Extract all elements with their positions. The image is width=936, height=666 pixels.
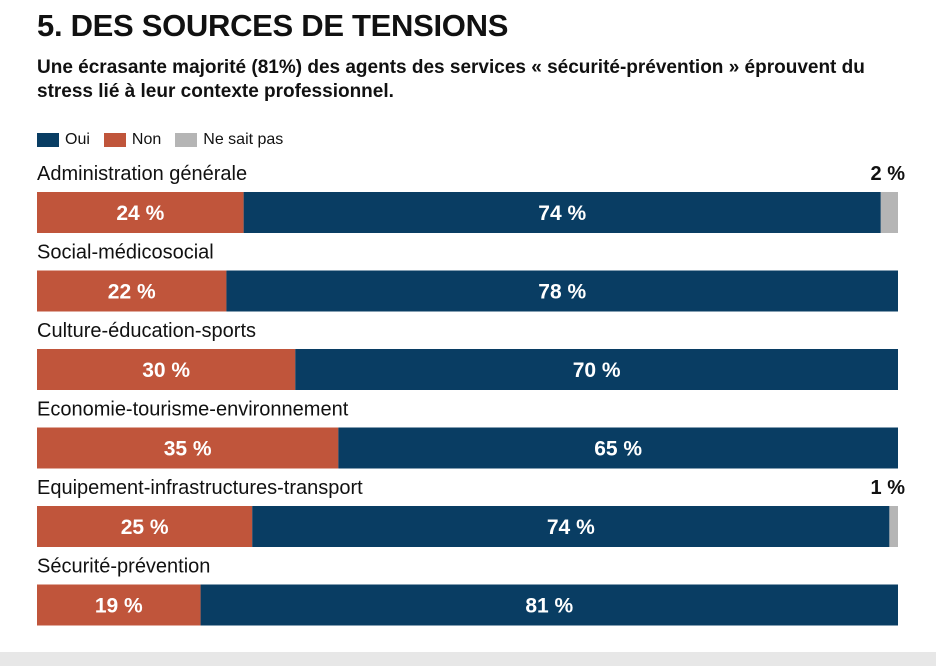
data-label-ne-sait-pas: 1 % [871, 477, 906, 499]
category-label: Administration générale [37, 163, 247, 185]
bar-non-equipement-infrastructures-transport [37, 506, 253, 547]
bar-oui-administration-generale [243, 192, 881, 233]
chart-title: 5. DES SOURCES DE TENSIONS [37, 8, 509, 43]
chart-subtitle: Une écrasante majorité (81%) des agents … [37, 57, 865, 102]
data-label-oui: 81 % [525, 595, 573, 618]
bar-non-culture-education-sports [37, 349, 296, 390]
data-label-non: 35 % [164, 438, 212, 461]
legend-label-ne-sait-pas: Ne sait pas [203, 131, 284, 148]
legend-label-non: Non [131, 131, 162, 148]
category-label: Economie-tourisme-environnement [37, 399, 349, 421]
bar-oui-culture-education-sports [295, 349, 898, 390]
category-label: Equipement-infrastructures-transport [37, 477, 363, 499]
legend-swatch-non [103, 133, 126, 147]
category-label: Culture-éducation-sports [37, 320, 256, 342]
data-label-non: 25 % [121, 516, 169, 539]
bar-non-securite-prevention [37, 584, 201, 626]
data-label-oui: 78 % [538, 281, 586, 304]
data-label-non: 24 % [116, 202, 164, 225]
legend-item-ne-sait-pas: Ne sait pas [175, 131, 283, 149]
category-label: Sécurité-prévention [37, 556, 210, 578]
stacked-bar-chart: Administration générale 24 % 74 % 2 % Social… [37, 163, 906, 626]
data-label-oui: 70 % [573, 359, 621, 382]
bottom-strip [0, 652, 936, 666]
legend-item-oui: Oui [37, 131, 90, 149]
legend-item-non: Non [103, 131, 162, 149]
category-label: Social-médicosocial [37, 242, 214, 264]
data-label-non: 19 % [95, 595, 143, 618]
legend: Oui Non Ne sait pas [37, 131, 297, 149]
bar-oui-economie-tourisme-environnement [338, 427, 899, 469]
bar-non-social-medicosocial [37, 270, 227, 312]
data-label-ne-sait-pas: 2 % [871, 163, 906, 185]
data-label-oui: 74 % [538, 202, 586, 225]
bar-oui-social-medicosocial [226, 270, 899, 312]
data-label-non: 22 % [108, 281, 156, 304]
bar-ne-sait-pas-equipement-infrastructures-transport [889, 506, 898, 547]
bar-non-economie-tourisme-environnement [37, 427, 339, 469]
data-label-oui: 74 % [547, 516, 595, 539]
data-label-non: 30 % [142, 359, 190, 382]
bar-non-administration-generale [37, 192, 244, 233]
legend-swatch-oui [37, 133, 59, 147]
legend-swatch-ne-sait-pas [175, 133, 198, 147]
bar-ne-sait-pas-administration-generale [880, 192, 898, 233]
bar-oui-equipement-infrastructures-transport [252, 506, 890, 547]
bar-oui-securite-prevention [200, 584, 899, 626]
legend-label-oui: Oui [65, 131, 90, 148]
data-label-oui: 65 % [594, 438, 642, 461]
